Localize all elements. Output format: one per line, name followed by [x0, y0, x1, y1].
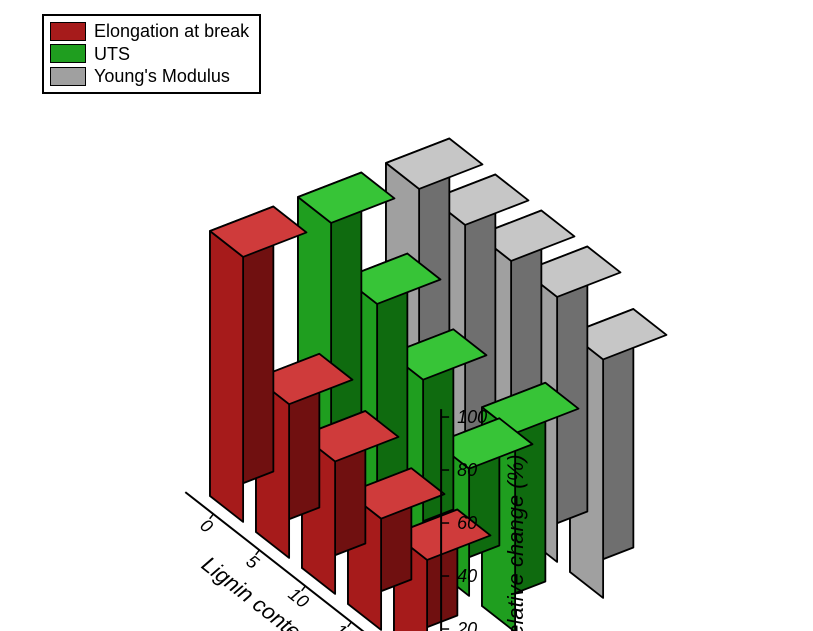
z-tick-label: 60 [457, 513, 477, 533]
z-tick-label: 40 [457, 566, 477, 586]
legend-label: UTS [94, 43, 130, 66]
z-tick-label: 100 [457, 407, 487, 427]
legend: Elongation at break UTS Young's Modulus [42, 14, 261, 94]
x-tick-label: 0 [196, 515, 216, 537]
bar3d-scene: 05101520Lignin content (wt.%)02040608010… [0, 0, 813, 631]
bar3d-chart: Elongation at break UTS Young's Modulus … [0, 0, 813, 631]
legend-label: Young's Modulus [94, 65, 230, 88]
legend-swatch-youngs-modulus [50, 67, 86, 86]
x-tick-label: 5 [242, 551, 263, 574]
legend-swatch-elongation [50, 22, 86, 41]
legend-item: UTS [50, 43, 249, 66]
z-tick-label: 80 [457, 460, 477, 480]
z-tick-label: 20 [456, 619, 477, 631]
legend-swatch-uts [50, 44, 86, 63]
legend-item: Elongation at break [50, 20, 249, 43]
legend-item: Young's Modulus [50, 65, 249, 88]
bars [210, 139, 666, 631]
legend-label: Elongation at break [94, 20, 249, 43]
z-axis-title: Relative change (%) [503, 454, 528, 631]
